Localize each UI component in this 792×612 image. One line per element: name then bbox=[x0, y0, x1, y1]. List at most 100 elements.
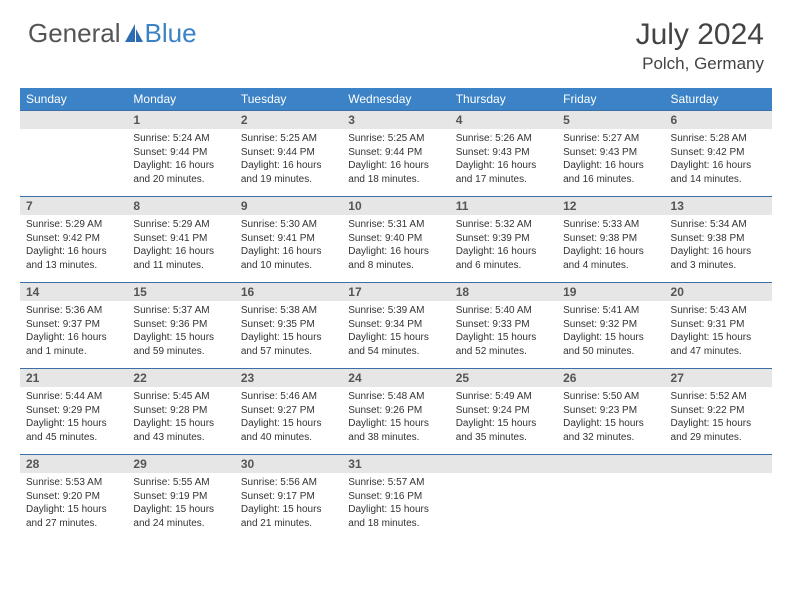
day-details: Sunrise: 5:53 AMSunset: 9:20 PMDaylight:… bbox=[20, 473, 127, 534]
sunset-line: Sunset: 9:44 PM bbox=[348, 146, 443, 160]
sunrise-line: Sunrise: 5:38 AM bbox=[241, 304, 336, 318]
day-cell bbox=[557, 455, 664, 541]
day-cell: 30Sunrise: 5:56 AMSunset: 9:17 PMDayligh… bbox=[235, 455, 342, 541]
sunrise-line: Sunrise: 5:39 AM bbox=[348, 304, 443, 318]
empty-day-header bbox=[450, 455, 557, 473]
sunrise-line: Sunrise: 5:36 AM bbox=[26, 304, 121, 318]
daylight-line: Daylight: 15 hours and 45 minutes. bbox=[26, 417, 121, 444]
sunrise-line: Sunrise: 5:24 AM bbox=[133, 132, 228, 146]
day-details: Sunrise: 5:24 AMSunset: 9:44 PMDaylight:… bbox=[127, 129, 234, 190]
daylight-line: Daylight: 15 hours and 50 minutes. bbox=[563, 331, 658, 358]
logo: General Blue bbox=[28, 18, 197, 49]
sunrise-line: Sunrise: 5:48 AM bbox=[348, 390, 443, 404]
daylight-line: Daylight: 16 hours and 19 minutes. bbox=[241, 159, 336, 186]
month-title: July 2024 bbox=[636, 18, 764, 52]
empty-day-header bbox=[665, 455, 772, 473]
day-number: 29 bbox=[127, 455, 234, 473]
sunrise-line: Sunrise: 5:53 AM bbox=[26, 476, 121, 490]
day-number: 31 bbox=[342, 455, 449, 473]
day-number: 19 bbox=[557, 283, 664, 301]
daylight-line: Daylight: 16 hours and 17 minutes. bbox=[456, 159, 551, 186]
daylight-line: Daylight: 16 hours and 18 minutes. bbox=[348, 159, 443, 186]
daylight-line: Daylight: 15 hours and 32 minutes. bbox=[563, 417, 658, 444]
day-cell bbox=[665, 455, 772, 541]
weekday-header: Sunday bbox=[20, 88, 127, 111]
day-details: Sunrise: 5:49 AMSunset: 9:24 PMDaylight:… bbox=[450, 387, 557, 448]
daylight-line: Daylight: 16 hours and 6 minutes. bbox=[456, 245, 551, 272]
sunset-line: Sunset: 9:41 PM bbox=[133, 232, 228, 246]
day-cell: 12Sunrise: 5:33 AMSunset: 9:38 PMDayligh… bbox=[557, 197, 664, 283]
daylight-line: Daylight: 15 hours and 21 minutes. bbox=[241, 503, 336, 530]
day-number: 4 bbox=[450, 111, 557, 129]
day-number: 7 bbox=[20, 197, 127, 215]
sunset-line: Sunset: 9:38 PM bbox=[563, 232, 658, 246]
sunrise-line: Sunrise: 5:52 AM bbox=[671, 390, 766, 404]
sunset-line: Sunset: 9:23 PM bbox=[563, 404, 658, 418]
sunset-line: Sunset: 9:43 PM bbox=[563, 146, 658, 160]
day-number: 17 bbox=[342, 283, 449, 301]
weekday-header: Saturday bbox=[665, 88, 772, 111]
day-number: 3 bbox=[342, 111, 449, 129]
day-number: 16 bbox=[235, 283, 342, 301]
sunset-line: Sunset: 9:34 PM bbox=[348, 318, 443, 332]
daylight-line: Daylight: 15 hours and 29 minutes. bbox=[671, 417, 766, 444]
sunrise-line: Sunrise: 5:40 AM bbox=[456, 304, 551, 318]
day-number: 27 bbox=[665, 369, 772, 387]
day-details: Sunrise: 5:40 AMSunset: 9:33 PMDaylight:… bbox=[450, 301, 557, 362]
daylight-line: Daylight: 15 hours and 57 minutes. bbox=[241, 331, 336, 358]
day-cell: 11Sunrise: 5:32 AMSunset: 9:39 PMDayligh… bbox=[450, 197, 557, 283]
day-cell: 24Sunrise: 5:48 AMSunset: 9:26 PMDayligh… bbox=[342, 369, 449, 455]
day-number: 10 bbox=[342, 197, 449, 215]
day-details: Sunrise: 5:50 AMSunset: 9:23 PMDaylight:… bbox=[557, 387, 664, 448]
day-cell: 1Sunrise: 5:24 AMSunset: 9:44 PMDaylight… bbox=[127, 111, 234, 197]
day-number: 24 bbox=[342, 369, 449, 387]
sunrise-line: Sunrise: 5:34 AM bbox=[671, 218, 766, 232]
day-cell: 21Sunrise: 5:44 AMSunset: 9:29 PMDayligh… bbox=[20, 369, 127, 455]
day-details: Sunrise: 5:29 AMSunset: 9:42 PMDaylight:… bbox=[20, 215, 127, 276]
logo-text-blue: Blue bbox=[145, 18, 197, 49]
day-details: Sunrise: 5:46 AMSunset: 9:27 PMDaylight:… bbox=[235, 387, 342, 448]
day-cell: 10Sunrise: 5:31 AMSunset: 9:40 PMDayligh… bbox=[342, 197, 449, 283]
daylight-line: Daylight: 15 hours and 47 minutes. bbox=[671, 331, 766, 358]
day-cell: 2Sunrise: 5:25 AMSunset: 9:44 PMDaylight… bbox=[235, 111, 342, 197]
daylight-line: Daylight: 16 hours and 1 minute. bbox=[26, 331, 121, 358]
daylight-line: Daylight: 15 hours and 18 minutes. bbox=[348, 503, 443, 530]
daylight-line: Daylight: 16 hours and 3 minutes. bbox=[671, 245, 766, 272]
sunset-line: Sunset: 9:28 PM bbox=[133, 404, 228, 418]
sunrise-line: Sunrise: 5:25 AM bbox=[241, 132, 336, 146]
day-details: Sunrise: 5:29 AMSunset: 9:41 PMDaylight:… bbox=[127, 215, 234, 276]
day-number: 5 bbox=[557, 111, 664, 129]
day-number: 11 bbox=[450, 197, 557, 215]
day-number: 13 bbox=[665, 197, 772, 215]
day-cell: 7Sunrise: 5:29 AMSunset: 9:42 PMDaylight… bbox=[20, 197, 127, 283]
day-number: 23 bbox=[235, 369, 342, 387]
day-number: 12 bbox=[557, 197, 664, 215]
day-cell: 29Sunrise: 5:55 AMSunset: 9:19 PMDayligh… bbox=[127, 455, 234, 541]
day-cell: 13Sunrise: 5:34 AMSunset: 9:38 PMDayligh… bbox=[665, 197, 772, 283]
sunset-line: Sunset: 9:26 PM bbox=[348, 404, 443, 418]
sunrise-line: Sunrise: 5:33 AM bbox=[563, 218, 658, 232]
sunrise-line: Sunrise: 5:44 AM bbox=[26, 390, 121, 404]
sunrise-line: Sunrise: 5:57 AM bbox=[348, 476, 443, 490]
week-row: 14Sunrise: 5:36 AMSunset: 9:37 PMDayligh… bbox=[20, 283, 772, 369]
day-number: 26 bbox=[557, 369, 664, 387]
daylight-line: Daylight: 15 hours and 24 minutes. bbox=[133, 503, 228, 530]
daylight-line: Daylight: 15 hours and 27 minutes. bbox=[26, 503, 121, 530]
sunset-line: Sunset: 9:17 PM bbox=[241, 490, 336, 504]
day-cell: 25Sunrise: 5:49 AMSunset: 9:24 PMDayligh… bbox=[450, 369, 557, 455]
daylight-line: Daylight: 16 hours and 14 minutes. bbox=[671, 159, 766, 186]
sunset-line: Sunset: 9:41 PM bbox=[241, 232, 336, 246]
day-number: 21 bbox=[20, 369, 127, 387]
sunrise-line: Sunrise: 5:37 AM bbox=[133, 304, 228, 318]
day-details: Sunrise: 5:36 AMSunset: 9:37 PMDaylight:… bbox=[20, 301, 127, 362]
day-cell: 28Sunrise: 5:53 AMSunset: 9:20 PMDayligh… bbox=[20, 455, 127, 541]
day-cell: 6Sunrise: 5:28 AMSunset: 9:42 PMDaylight… bbox=[665, 111, 772, 197]
empty-day-header bbox=[557, 455, 664, 473]
location: Polch, Germany bbox=[636, 54, 764, 74]
sunset-line: Sunset: 9:43 PM bbox=[456, 146, 551, 160]
day-cell: 4Sunrise: 5:26 AMSunset: 9:43 PMDaylight… bbox=[450, 111, 557, 197]
sunset-line: Sunset: 9:37 PM bbox=[26, 318, 121, 332]
sunset-line: Sunset: 9:36 PM bbox=[133, 318, 228, 332]
day-cell: 5Sunrise: 5:27 AMSunset: 9:43 PMDaylight… bbox=[557, 111, 664, 197]
day-details: Sunrise: 5:34 AMSunset: 9:38 PMDaylight:… bbox=[665, 215, 772, 276]
